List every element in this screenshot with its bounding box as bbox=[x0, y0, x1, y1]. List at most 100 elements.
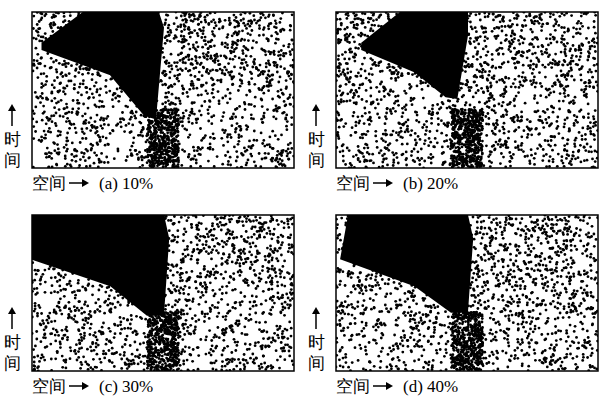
vehicle-dot bbox=[269, 53, 272, 56]
vehicle-dot bbox=[174, 34, 177, 37]
vehicle-dot bbox=[36, 59, 39, 62]
vehicle-dot bbox=[93, 85, 96, 88]
vehicle-dot bbox=[288, 75, 291, 78]
vehicle-dot bbox=[195, 162, 198, 165]
vehicle-dot bbox=[156, 160, 159, 163]
vehicle-dot bbox=[44, 137, 47, 140]
vehicle-dot bbox=[212, 88, 215, 91]
vehicle-dot bbox=[162, 110, 165, 113]
vehicle-dot bbox=[241, 82, 244, 85]
vehicle-dot bbox=[147, 126, 150, 129]
vehicle-dot bbox=[78, 86, 81, 89]
vehicle-dot bbox=[268, 13, 271, 16]
vehicle-dot bbox=[61, 75, 64, 78]
vehicle-dot bbox=[267, 27, 270, 30]
vehicle-dot bbox=[279, 17, 282, 20]
vehicle-dot bbox=[158, 139, 161, 142]
vehicle-dot bbox=[94, 104, 97, 107]
vehicle-dot bbox=[284, 165, 287, 168]
vehicle-dot bbox=[286, 72, 289, 75]
vehicle-dot bbox=[270, 74, 273, 77]
vehicle-dot bbox=[202, 55, 205, 58]
vehicle-dot bbox=[175, 65, 178, 68]
vehicle-dot bbox=[221, 163, 224, 166]
vehicle-dot bbox=[187, 54, 190, 57]
vehicle-dot bbox=[180, 164, 183, 167]
vehicle-dot bbox=[52, 14, 55, 17]
vehicle-dot bbox=[36, 53, 39, 56]
vehicle-dot bbox=[79, 158, 82, 161]
vehicle-dot bbox=[108, 90, 111, 93]
vehicle-dot bbox=[107, 161, 110, 164]
vehicle-dot bbox=[164, 61, 167, 64]
vehicle-dot bbox=[57, 101, 60, 104]
vehicle-dot bbox=[357, 95, 360, 98]
vehicle-dot bbox=[554, 144, 557, 147]
vehicle-dot bbox=[521, 76, 524, 79]
vehicle-dot bbox=[91, 73, 94, 76]
vehicle-dot bbox=[173, 163, 176, 166]
vehicle-dot bbox=[238, 133, 241, 136]
vehicle-dot bbox=[212, 132, 215, 135]
vehicle-dot bbox=[234, 116, 237, 119]
vehicle-dot bbox=[168, 103, 171, 106]
vehicle-dot bbox=[200, 93, 203, 96]
vehicle-dot bbox=[270, 35, 273, 38]
vehicle-dot bbox=[215, 69, 218, 72]
vehicle-dot bbox=[558, 108, 561, 111]
vehicle-dot bbox=[263, 26, 266, 29]
vehicle-dot bbox=[39, 62, 42, 65]
vehicle-dot bbox=[272, 14, 275, 17]
vehicle-dot bbox=[243, 45, 246, 48]
vehicle-dot bbox=[161, 131, 164, 134]
vehicle-dot bbox=[87, 107, 90, 110]
vehicle-dot bbox=[152, 162, 155, 165]
vehicle-dot bbox=[161, 144, 164, 147]
vehicle-dot bbox=[273, 26, 276, 29]
vehicle-dot bbox=[134, 117, 137, 120]
vehicle-dot bbox=[239, 13, 242, 16]
vehicle-dot bbox=[562, 100, 565, 103]
vehicle-dot bbox=[167, 91, 170, 94]
vehicle-dot bbox=[87, 72, 90, 75]
vehicle-dot bbox=[209, 136, 212, 139]
vehicle-dot bbox=[267, 59, 270, 62]
vehicle-dot bbox=[35, 121, 38, 124]
vehicle-dot bbox=[102, 135, 105, 138]
vehicle-dot bbox=[199, 15, 202, 18]
vehicle-dot bbox=[177, 25, 180, 28]
vehicle-dot bbox=[69, 14, 72, 17]
vehicle-dot bbox=[253, 160, 256, 163]
vehicle-dot bbox=[284, 104, 287, 107]
vehicle-dot bbox=[63, 63, 66, 66]
vehicle-dot bbox=[166, 115, 169, 118]
vehicle-dot bbox=[100, 124, 103, 127]
vehicle-dot bbox=[76, 99, 79, 102]
vehicle-dot bbox=[166, 142, 169, 145]
vehicle-dot bbox=[196, 87, 199, 90]
vehicle-dot bbox=[261, 121, 264, 124]
vehicle-dot bbox=[261, 158, 264, 161]
vehicle-dot bbox=[205, 71, 208, 74]
vehicle-dot bbox=[236, 107, 239, 110]
vehicle-dot bbox=[34, 91, 37, 94]
vehicle-dot bbox=[539, 115, 542, 118]
vehicle-dot bbox=[179, 59, 182, 62]
vehicle-dot bbox=[58, 108, 61, 111]
vehicle-dot bbox=[213, 44, 216, 47]
vehicle-dot bbox=[188, 88, 191, 91]
vehicle-dot bbox=[195, 41, 198, 44]
vehicle-dot bbox=[104, 85, 107, 88]
vehicle-dot bbox=[179, 100, 182, 103]
vehicle-dot bbox=[266, 80, 269, 83]
vehicle-dot bbox=[277, 81, 280, 84]
vehicle-dot bbox=[177, 134, 180, 137]
vehicle-dot bbox=[179, 68, 182, 71]
vehicle-dot bbox=[169, 103, 172, 106]
vehicle-dot bbox=[72, 99, 75, 102]
vehicle-dot bbox=[164, 83, 167, 86]
vehicle-dot bbox=[278, 158, 281, 161]
vehicle-dot bbox=[234, 131, 237, 134]
vehicle-dot bbox=[91, 144, 94, 147]
vehicle-dot bbox=[204, 36, 207, 39]
